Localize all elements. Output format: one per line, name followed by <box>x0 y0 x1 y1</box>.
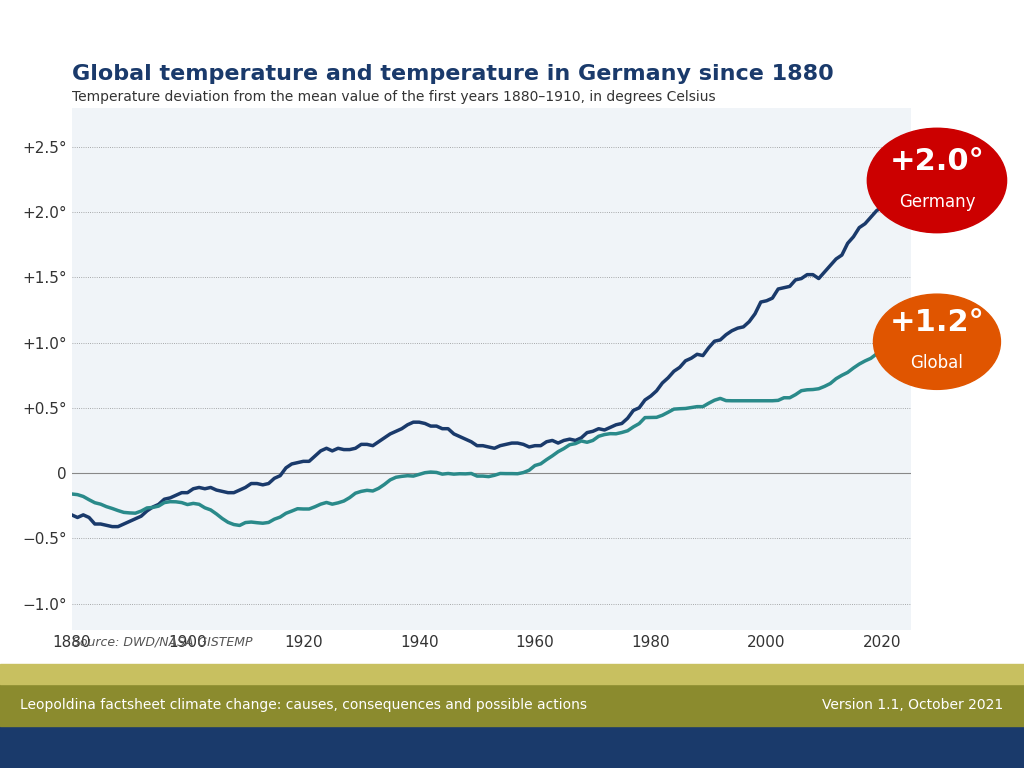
Text: Temperature deviation from the mean value of the first years 1880–1910, in degre: Temperature deviation from the mean valu… <box>72 90 716 104</box>
Text: Germany: Germany <box>899 193 975 211</box>
Text: +2.0°: +2.0° <box>890 147 984 176</box>
Text: Source: DWD/NASA GISTEMP: Source: DWD/NASA GISTEMP <box>72 636 252 649</box>
Text: Global: Global <box>910 354 964 372</box>
Text: Global temperature and temperature in Germany since 1880: Global temperature and temperature in Ge… <box>72 65 834 84</box>
Text: Leopoldina factsheet climate change: causes, consequences and possible actions: Leopoldina factsheet climate change: cau… <box>20 698 588 712</box>
Text: Version 1.1, October 2021: Version 1.1, October 2021 <box>822 698 1004 712</box>
Text: +1.2°: +1.2° <box>890 308 984 337</box>
